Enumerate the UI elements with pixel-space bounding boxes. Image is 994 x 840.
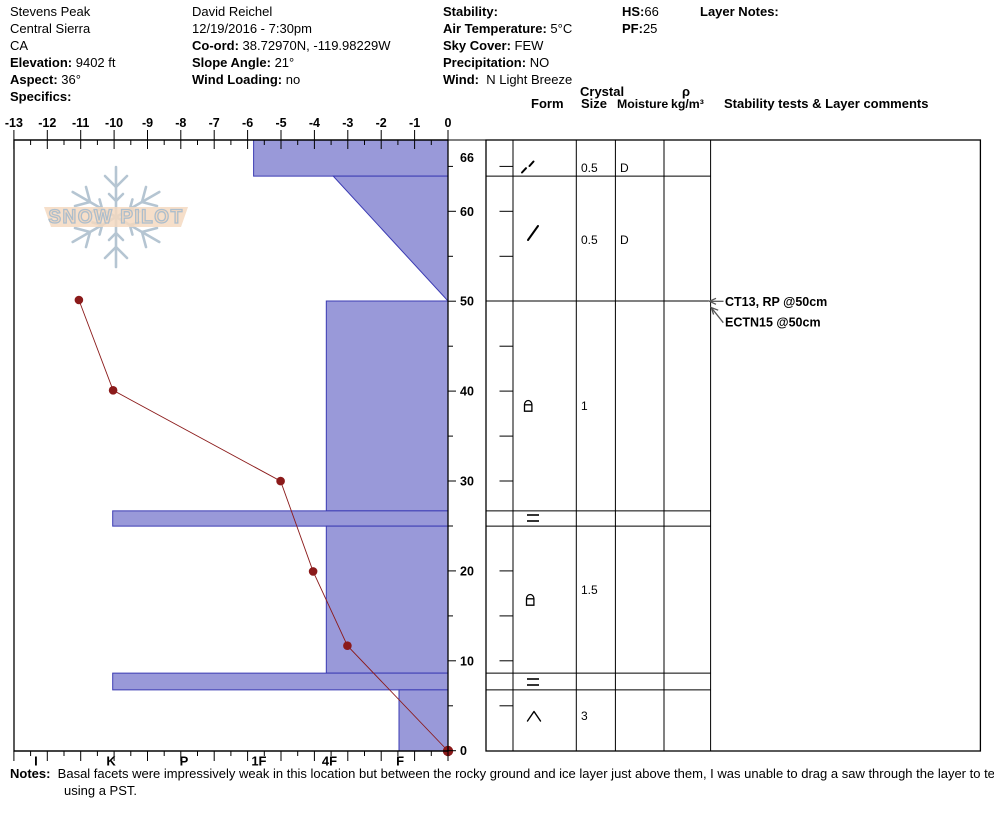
svg-text:50: 50: [460, 295, 474, 309]
svg-text:-5: -5: [275, 116, 286, 130]
svg-text:60: 60: [460, 205, 474, 219]
svg-text:SNOW PILOT: SNOW PILOT: [48, 207, 183, 228]
svg-text:3: 3: [581, 709, 588, 723]
svg-text:0.5: 0.5: [581, 233, 598, 247]
svg-text:kg/m³: kg/m³: [671, 97, 704, 111]
svg-text:CT13, RP @50cm: CT13, RP @50cm: [725, 295, 827, 309]
svg-text:4F: 4F: [322, 754, 337, 769]
svg-text:-3: -3: [342, 116, 353, 130]
svg-text:-8: -8: [175, 116, 186, 130]
svg-text:0.5: 0.5: [581, 161, 598, 175]
svg-text:F: F: [396, 754, 404, 769]
svg-text:I: I: [34, 754, 38, 769]
svg-text:-13: -13: [5, 116, 23, 130]
svg-text:0: 0: [445, 116, 452, 130]
svg-text:-12: -12: [38, 116, 56, 130]
svg-text:20: 20: [460, 564, 474, 578]
svg-text:-2: -2: [376, 116, 387, 130]
svg-text:Size: Size: [581, 96, 607, 111]
svg-text:D: D: [620, 233, 629, 247]
svg-text:D: D: [620, 161, 629, 175]
svg-text:Stability tests & Layer commen: Stability tests & Layer comments: [724, 96, 928, 111]
svg-text:-9: -9: [142, 116, 153, 130]
svg-text:40: 40: [460, 385, 474, 399]
svg-text:-1: -1: [409, 116, 420, 130]
svg-text:66: 66: [460, 151, 474, 165]
svg-text:30: 30: [460, 475, 474, 489]
svg-text:10: 10: [460, 654, 474, 668]
svg-text:-6: -6: [242, 116, 253, 130]
svg-text:1.5: 1.5: [581, 583, 598, 597]
svg-text:1F: 1F: [251, 754, 266, 769]
svg-text:Moisture: Moisture: [617, 97, 668, 111]
svg-text:-7: -7: [209, 116, 220, 130]
svg-text:-4: -4: [309, 116, 320, 130]
svg-text:P: P: [180, 754, 189, 769]
svg-text:-10: -10: [105, 116, 123, 130]
svg-text:Form: Form: [531, 96, 564, 111]
svg-text:0: 0: [460, 744, 467, 758]
svg-text:1: 1: [581, 399, 588, 413]
svg-text:K: K: [106, 754, 116, 769]
svg-text:ECTN15 @50cm: ECTN15 @50cm: [725, 316, 821, 330]
svg-text:-11: -11: [72, 116, 89, 130]
